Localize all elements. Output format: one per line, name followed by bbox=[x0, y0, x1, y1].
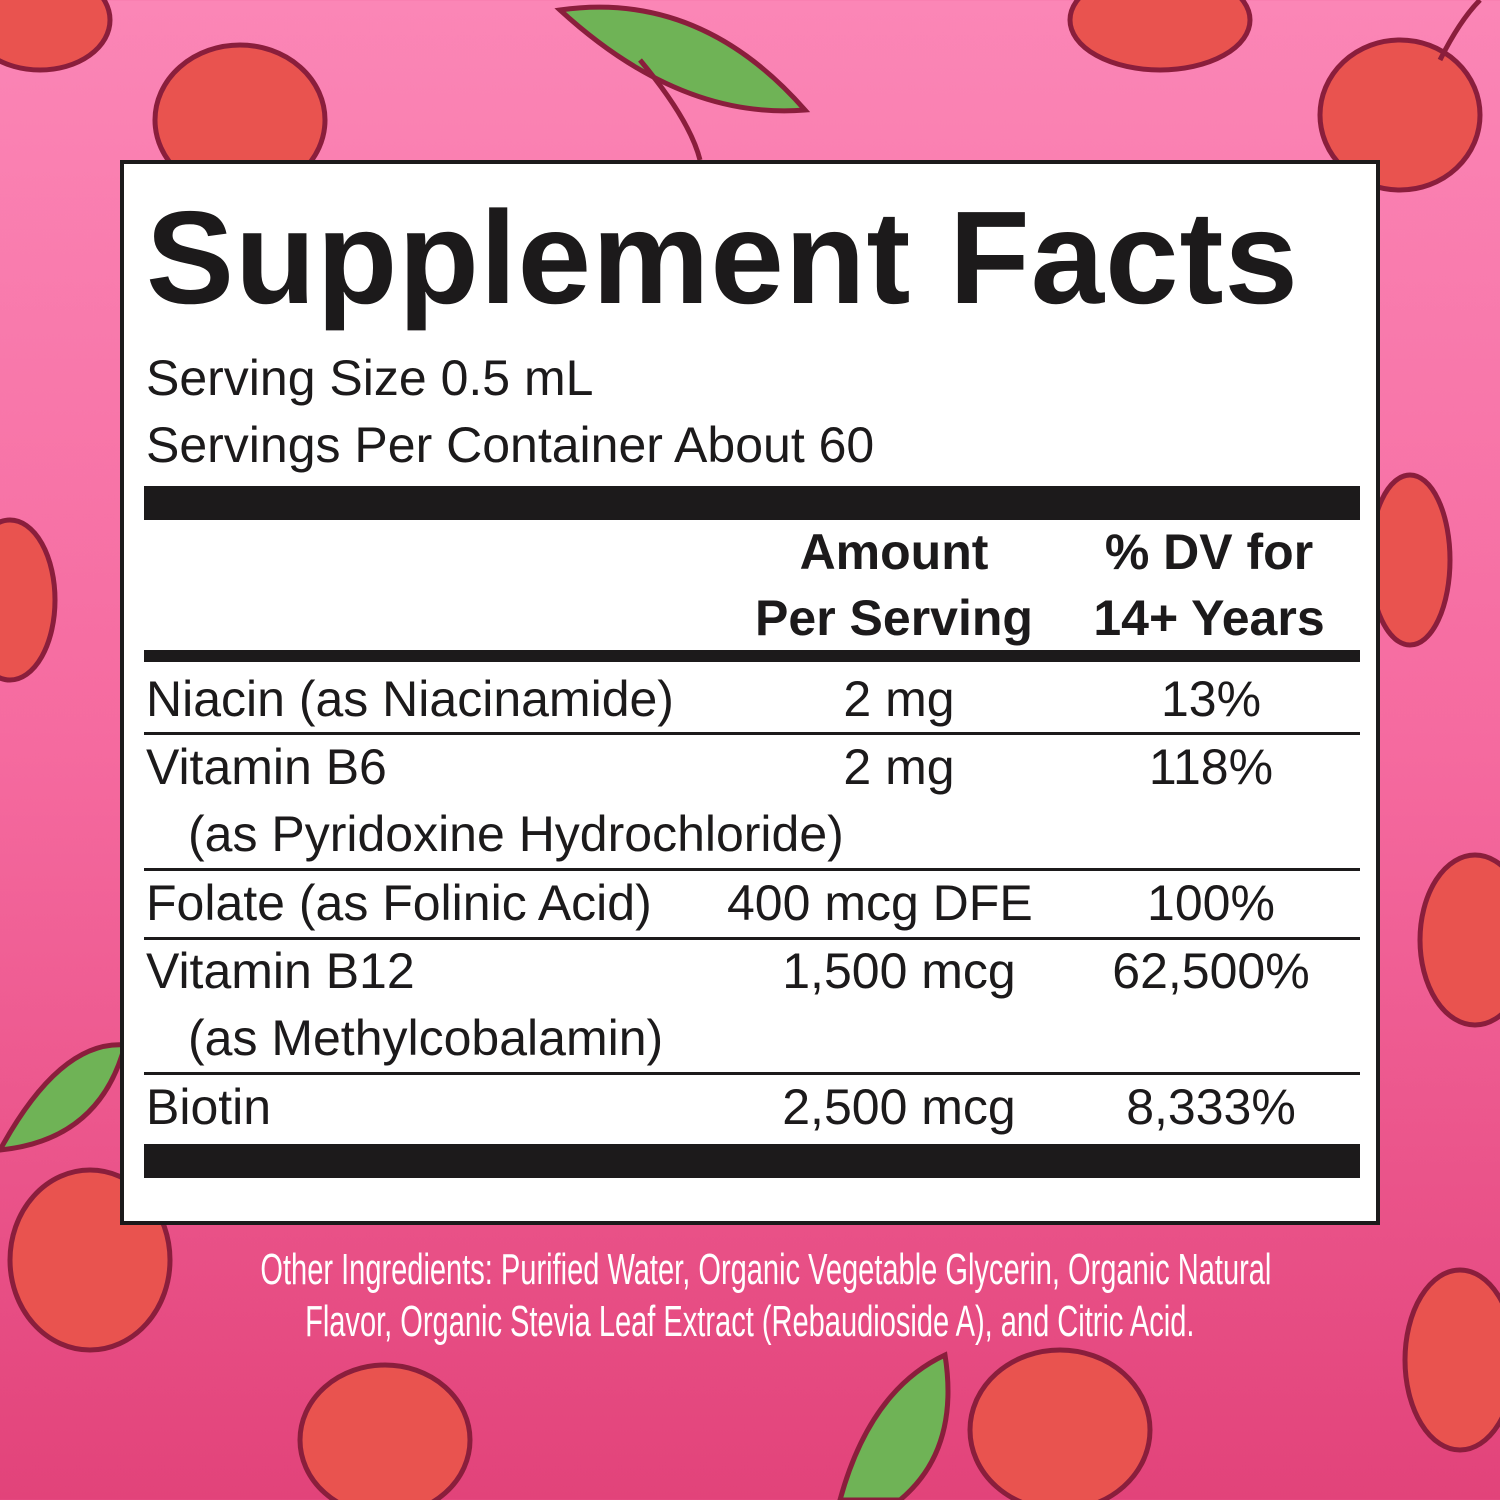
nutrient-dv: 8,333% bbox=[1126, 1079, 1296, 1135]
nutrient-dv: 13% bbox=[1160, 671, 1262, 727]
amount-header-line1: Amount bbox=[799, 524, 989, 580]
nutrient-amount: 2 mg bbox=[843, 671, 955, 727]
panel-title: Supplement Facts bbox=[146, 184, 1299, 331]
cherry-icon bbox=[1317, 37, 1483, 193]
heavy-divider bbox=[144, 1144, 1360, 1178]
nutrient-source: (as Pyridoxine Hydrochloride) bbox=[188, 806, 844, 862]
nutrient-amount: 400 mcg DFE bbox=[727, 875, 1033, 931]
other-ingredients-line1: Other Ingredients: Purified Water, Organ… bbox=[260, 1245, 1272, 1294]
row-divider bbox=[144, 868, 1360, 871]
cherry-icon bbox=[1417, 852, 1500, 1028]
amount-header: Amount Per Serving bbox=[724, 519, 1064, 651]
cherry-icon bbox=[297, 1362, 473, 1500]
cherry-icon bbox=[1402, 1267, 1500, 1453]
leaf-icon bbox=[554, 4, 811, 114]
other-ingredients: Other Ingredients: Purified Water, Organ… bbox=[0, 1244, 1500, 1348]
nutrient-dv: 100% bbox=[1147, 875, 1275, 931]
serving-size: Serving Size 0.5 mL bbox=[146, 350, 594, 406]
cherry-icon bbox=[1067, 0, 1253, 73]
leaf-icon bbox=[837, 1351, 951, 1500]
nutrient-name: Niacin (as Niacinamide) bbox=[146, 671, 674, 727]
nutrient-amount: 2,500 mcg bbox=[782, 1079, 1016, 1135]
cherry-icon bbox=[0, 0, 113, 73]
servings-per-container: Servings Per Container About 60 bbox=[146, 417, 875, 473]
nutrient-name: Vitamin B12 bbox=[146, 943, 415, 999]
dv-header-line1: % DV for bbox=[1104, 524, 1314, 580]
amount-header-line2: Per Serving bbox=[755, 590, 1033, 646]
nutrient-dv: 118% bbox=[1148, 739, 1274, 795]
cherry-icon bbox=[967, 1347, 1153, 1500]
cherry-icon bbox=[0, 517, 58, 683]
heavy-divider bbox=[144, 486, 1360, 520]
leaf-icon bbox=[0, 1042, 129, 1153]
nutrient-name: Biotin bbox=[146, 1079, 272, 1135]
dv-header-line2: 14+ Years bbox=[1093, 590, 1325, 646]
nutrient-name: Folate (as Folinic Acid) bbox=[146, 875, 652, 931]
row-divider bbox=[144, 732, 1360, 735]
nutrient-name: Vitamin B6 bbox=[146, 739, 387, 795]
other-ingredients-line2: Flavor, Organic Stevia Leaf Extract (Reb… bbox=[305, 1297, 1195, 1346]
nutrient-amount: 1,500 mcg bbox=[782, 943, 1016, 999]
nutrient-amount: 2 mg bbox=[843, 739, 955, 795]
cherry-icon bbox=[1367, 472, 1453, 648]
row-divider bbox=[144, 937, 1360, 940]
supplement-facts-panel: Supplement Facts Serving Size 0.5 mL Ser… bbox=[120, 160, 1380, 1225]
nutrient-dv: 62,500% bbox=[1112, 943, 1310, 999]
dv-header: % DV for 14+ Years bbox=[1064, 519, 1354, 651]
medium-divider bbox=[144, 650, 1360, 662]
nutrient-source: (as Methylcobalamin) bbox=[188, 1010, 664, 1066]
row-divider bbox=[144, 1072, 1360, 1075]
